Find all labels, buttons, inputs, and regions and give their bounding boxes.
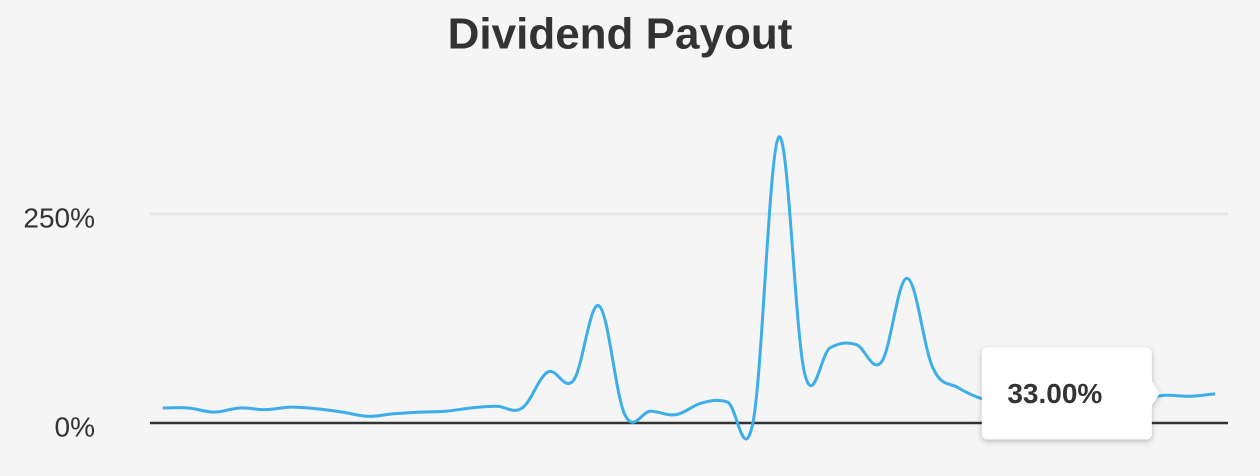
chart-title: Dividend Payout xyxy=(448,10,793,59)
tooltip-label: 33.00% xyxy=(1007,378,1102,409)
y-tick-label: 0% xyxy=(55,411,95,442)
tooltip: 33.00% xyxy=(981,347,1160,440)
tooltip-box xyxy=(981,347,1160,440)
y-tick-label: 250% xyxy=(23,202,95,233)
